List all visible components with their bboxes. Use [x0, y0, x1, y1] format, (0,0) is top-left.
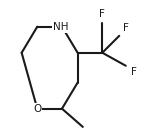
Text: NH: NH	[53, 22, 68, 32]
Text: O: O	[33, 104, 41, 114]
Text: F: F	[99, 9, 105, 19]
Text: F: F	[123, 23, 129, 33]
Text: F: F	[131, 67, 136, 77]
